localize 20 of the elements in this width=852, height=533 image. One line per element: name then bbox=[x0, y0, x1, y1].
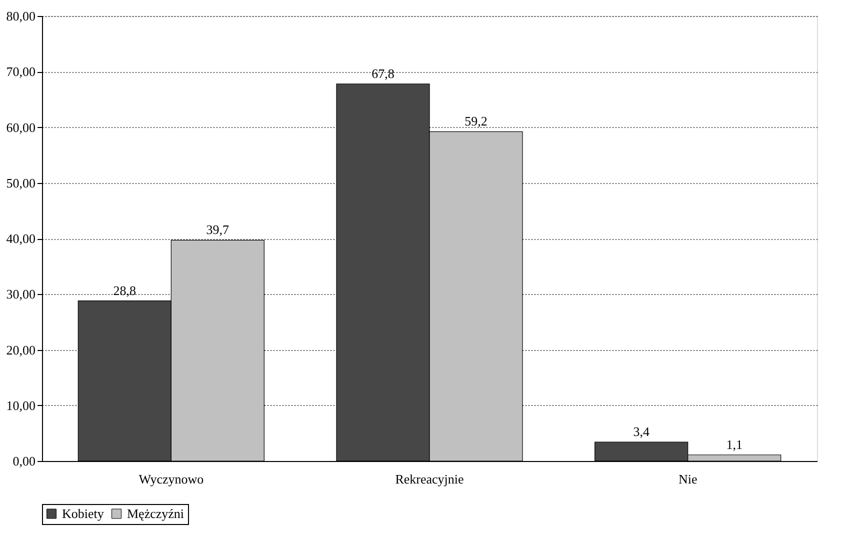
data-label: 1,1 bbox=[726, 436, 742, 452]
data-label: 28,8 bbox=[113, 282, 136, 298]
y-tick-label: 0,00 bbox=[12, 454, 36, 468]
data-label: 39,7 bbox=[206, 222, 230, 238]
y-tick-label: 30,00 bbox=[6, 286, 36, 302]
y-tick-label: 20,00 bbox=[6, 342, 36, 358]
data-label: 3,4 bbox=[633, 424, 650, 440]
y-tick-label: 10,00 bbox=[6, 398, 36, 413]
data-label: 59,2 bbox=[464, 114, 488, 129]
y-tick-label: 50,00 bbox=[6, 175, 36, 190]
x-tick-label: Wyczynowo bbox=[138, 472, 204, 486]
legend-label: Kobiety bbox=[62, 506, 104, 521]
data-label: 67,8 bbox=[372, 66, 394, 81]
legend-label: Mężczyźni bbox=[127, 506, 184, 521]
y-tick-label: 60,00 bbox=[6, 120, 36, 135]
y-tick-label: 80,00 bbox=[6, 8, 36, 24]
x-tick-label: Rekreacyjnie bbox=[395, 472, 464, 486]
x-tick-label: Nie bbox=[678, 472, 698, 486]
y-tick-label: 70,00 bbox=[6, 64, 36, 80]
y-tick-label: 40,00 bbox=[6, 231, 36, 246]
